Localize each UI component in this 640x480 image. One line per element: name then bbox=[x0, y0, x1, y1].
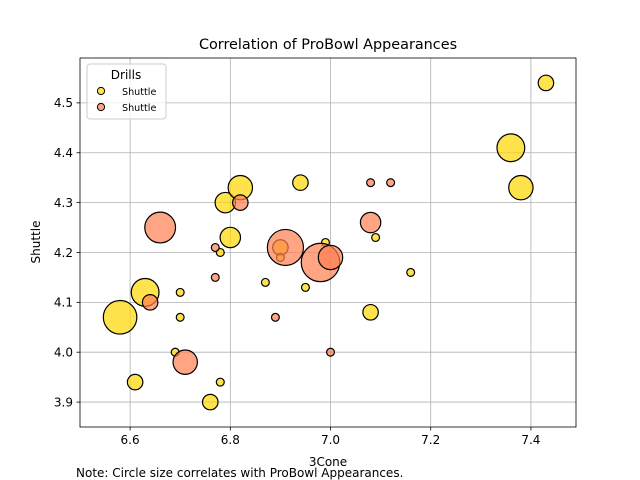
data-point-series-2 bbox=[366, 178, 376, 188]
data-points bbox=[102, 74, 555, 411]
data-point-series-2 bbox=[386, 178, 396, 188]
y-tick-label: 3.9 bbox=[54, 395, 73, 409]
data-point-series-2 bbox=[317, 244, 344, 271]
data-point-series-1 bbox=[496, 133, 526, 163]
legend: Drills Shuttle Shuttle bbox=[86, 63, 167, 120]
y-tick-label: 4.4 bbox=[54, 146, 73, 160]
data-point-series-2 bbox=[231, 194, 249, 211]
data-point-series-1 bbox=[126, 373, 144, 391]
data-point-series-1 bbox=[362, 303, 379, 321]
data-point-series-1 bbox=[102, 299, 138, 335]
x-axis-label: 3Cone bbox=[309, 455, 347, 469]
y-tick-label: 4.0 bbox=[54, 346, 73, 360]
x-tick-label: 6.6 bbox=[121, 433, 140, 447]
footnote: Note: Circle size correlates with ProBow… bbox=[76, 466, 404, 480]
data-point-series-1 bbox=[406, 267, 416, 277]
legend-title: Drills bbox=[111, 68, 141, 82]
data-point-series-1 bbox=[175, 312, 185, 322]
data-point-series-2 bbox=[359, 211, 382, 234]
data-point-series-2 bbox=[141, 294, 159, 311]
y-tick-label: 4.1 bbox=[54, 296, 73, 310]
data-point-series-2 bbox=[172, 349, 198, 375]
x-tick-label: 7.0 bbox=[321, 433, 340, 447]
data-point-series-2 bbox=[325, 347, 336, 357]
x-tick-label: 7.4 bbox=[521, 433, 540, 447]
legend-box bbox=[86, 63, 167, 120]
data-point-series-1 bbox=[300, 282, 310, 292]
axis-ticks: 6.6 6.8 7.0 7.2 7.4 3.9 4.0 4.1 4.2 4.3 4.4 4.5 bbox=[54, 96, 541, 447]
data-point-series-2 bbox=[270, 312, 280, 322]
data-point-series-2 bbox=[210, 272, 220, 282]
data-point-series-2 bbox=[144, 211, 177, 244]
data-point-series-2 bbox=[210, 242, 220, 253]
data-point-series-1 bbox=[175, 287, 185, 297]
data-point-series-1 bbox=[201, 393, 219, 411]
plot-frame bbox=[79, 57, 577, 428]
y-tick-label: 4.2 bbox=[54, 246, 73, 260]
data-point-series-1 bbox=[537, 74, 555, 92]
data-point-series-1 bbox=[508, 174, 534, 201]
legend-marker-series-1 bbox=[96, 86, 106, 96]
y-axis-label: Shuttle bbox=[29, 221, 43, 264]
data-point-series-1 bbox=[371, 232, 381, 243]
x-tick-label: 6.8 bbox=[221, 433, 240, 447]
legend-label-series-2: Shuttle bbox=[122, 103, 156, 114]
data-point-series-2 bbox=[266, 228, 305, 267]
legend-label-series-1: Shuttle bbox=[122, 87, 156, 98]
data-point-series-1 bbox=[219, 226, 242, 249]
y-tick-label: 4.5 bbox=[54, 96, 73, 110]
legend-marker-series-2 bbox=[96, 102, 106, 112]
data-point-series-1 bbox=[215, 377, 225, 387]
x-tick-label: 7.2 bbox=[421, 433, 440, 447]
y-tick-label: 4.3 bbox=[54, 196, 73, 210]
data-point-series-1 bbox=[292, 174, 309, 191]
chart-title: Correlation of ProBowl Appearances bbox=[199, 37, 457, 53]
data-point-series-1 bbox=[260, 277, 270, 287]
